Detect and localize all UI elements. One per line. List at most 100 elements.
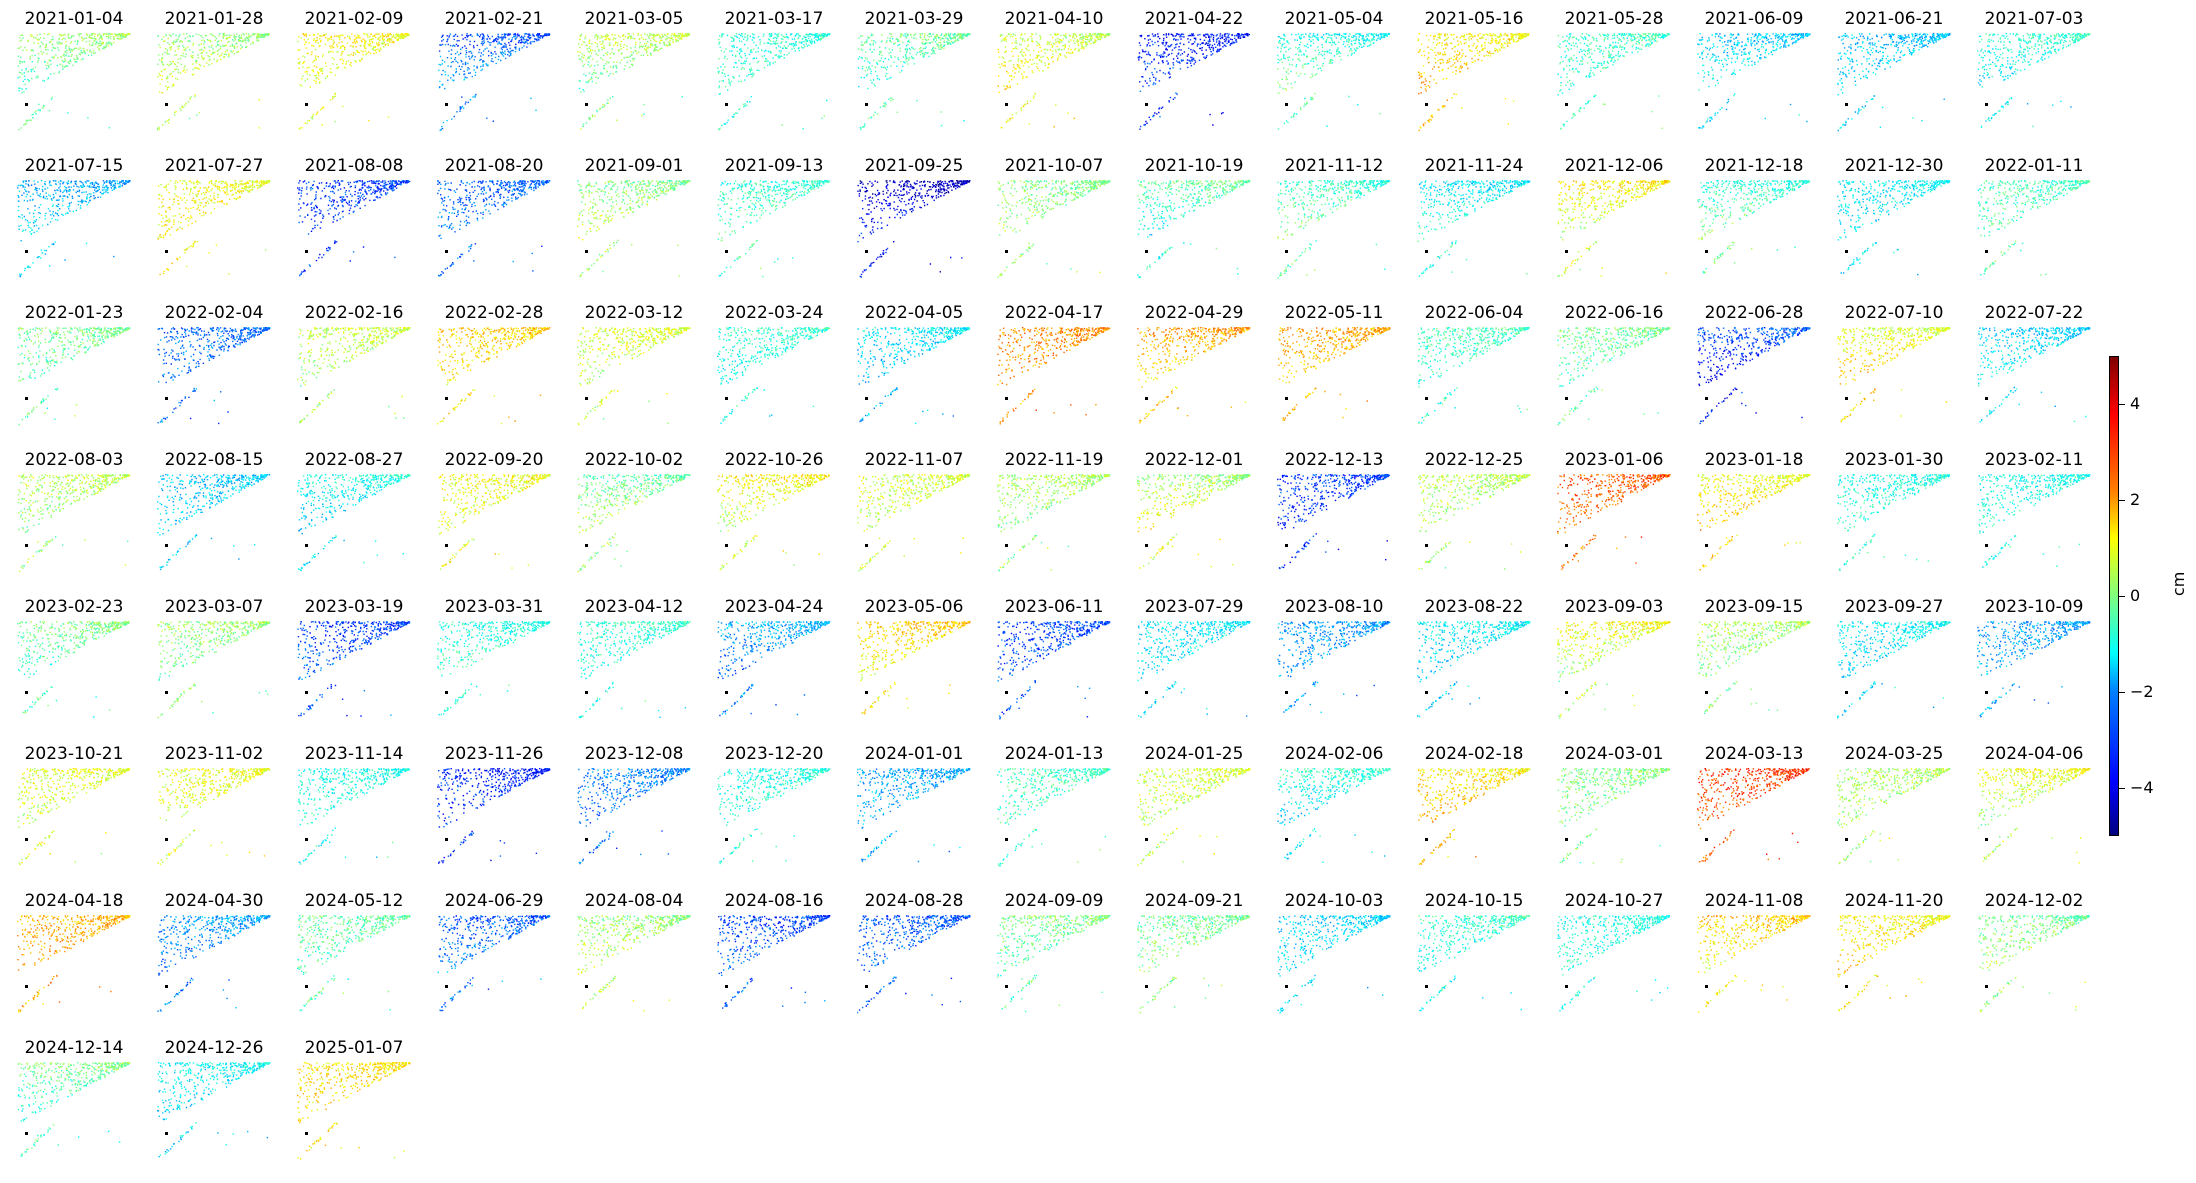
scatter-points [166,33,266,114]
scatter-points [1025,181,1097,251]
scatter-points [814,42,816,44]
scatter-points [879,183,934,258]
scatter-points [1751,247,1753,250]
scatter-points [1877,183,1926,208]
scatter-points [587,184,589,187]
scatter-points [166,35,208,70]
scatter-points [655,49,657,51]
scatter-points [886,247,889,250]
scatter-points [1899,51,1902,54]
scatter-points [235,181,270,185]
scatter-points [1710,66,1713,69]
scatter-points [596,109,598,112]
scatter-points [298,49,301,51]
scatter-points [1859,226,1861,228]
scatter-points [2077,33,2080,35]
scatter-points [2000,186,2064,225]
scatter-points [1423,181,1517,225]
scatter-points [63,61,65,63]
scatter-points [630,36,632,39]
scatter-points [1645,181,1648,183]
scatter-points [1277,183,1342,279]
scatter-points [749,40,819,71]
scatter-points [1298,75,1300,77]
scatter-points [912,57,915,59]
scatter-points [1006,121,1008,123]
scatter-points [1746,198,1749,200]
panel-title: 2021-11-24 [1424,156,1524,176]
scatter-points [102,189,108,195]
scatter-points [1442,33,1525,109]
scatter-points [681,38,683,40]
scatter-points [339,34,341,37]
scatter-points [1747,64,1750,67]
scatter-points [748,196,750,198]
scatter-points [1700,34,1804,63]
scatter-points [1421,184,1433,274]
scatter-points [1877,204,1886,210]
scatter-points [1438,44,1483,55]
scatter-points [1025,186,1027,188]
scatter-points [894,194,911,211]
scatter-points [303,34,306,37]
scatter-points [452,74,454,76]
scatter-points [1430,33,1529,118]
scatter-points [887,58,905,63]
scatter-points [1514,183,1516,185]
scatter-points [1177,61,1179,63]
scatter-points [1840,185,1915,274]
scatter-points [1917,273,1919,276]
scatter-points [515,34,519,45]
scatter-points [27,266,29,268]
scatter-points [1368,190,1370,192]
scatter-points [1310,36,1347,99]
scatter-points [744,34,813,105]
scatter-points [1582,201,1612,219]
scatter-points [1418,33,1523,96]
scatter-points [1712,41,1729,55]
scatter-points [1329,59,1332,61]
scatter-points [1496,49,1499,51]
scatter-points [1089,37,1092,39]
scatter-points [718,36,825,78]
reference-point-marker [1145,250,1148,253]
scatter-points [683,182,685,184]
scatter-points [1427,53,1461,122]
scatter-points [883,39,899,68]
scatter-points [1979,79,1981,81]
scatter-points [859,126,862,129]
panel-scatter [997,33,1111,129]
scatter-points [1156,224,1158,226]
scatter-points [2032,125,2034,128]
scatter-points [1139,90,1142,92]
scatter-points [1636,187,1639,189]
scatter-points [1368,183,1370,185]
scatter-points [1883,184,1886,186]
scatter-points [453,33,549,118]
scatter-points [881,34,883,36]
scatter-points [1362,35,1368,41]
scatter-points [466,181,476,188]
scatter-points [878,180,967,243]
scatter-points [1420,92,1422,94]
scatter-points [1100,33,1102,36]
scatter-points [1704,271,1706,274]
scatter-points [446,63,488,122]
scatter-points [2010,66,2013,68]
scatter-points [1572,33,1632,117]
scatter-points [1749,51,1751,53]
scatter-points [1858,39,1874,44]
scatter-points [1149,63,1151,65]
scatter-points [437,183,439,185]
panel-scatter [857,33,971,131]
scatter-points [1730,40,1743,43]
scatter-points [332,199,334,201]
scatter-points [1858,33,1950,110]
scatter-points [1014,72,1016,74]
scatter-points [1085,45,1087,48]
scatter-points [1301,222,1303,224]
scatter-points [388,38,390,40]
scatter-points [954,33,962,38]
scatter-points [304,270,306,272]
scatter-points [1839,33,1947,122]
